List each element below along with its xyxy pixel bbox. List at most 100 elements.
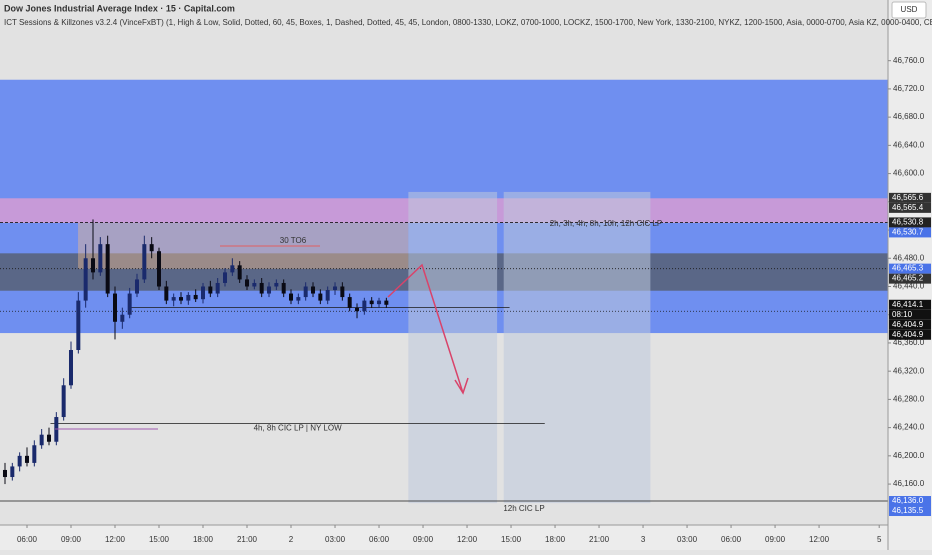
- candle-body: [112, 293, 117, 322]
- x-tick-label: 06:00: [369, 535, 390, 544]
- candle-body: [377, 300, 382, 305]
- y-tick-label: 46,760.0: [893, 56, 925, 65]
- candle-body: [186, 294, 191, 301]
- candle-body: [149, 244, 154, 252]
- price-tag: [889, 202, 931, 213]
- x-tick-label: 09:00: [413, 535, 434, 544]
- price-tag-label: 46,565.4: [892, 203, 924, 212]
- x-tick-label: 03:00: [325, 535, 346, 544]
- x-tick-label: 06:00: [721, 535, 742, 544]
- price-tag: [889, 263, 931, 274]
- price-tag-label: 46,404.9: [892, 320, 924, 329]
- candle-body: [179, 297, 184, 301]
- time-axis: [0, 525, 888, 550]
- price-tag-label: 46,135.5: [892, 506, 924, 515]
- currency: USD: [901, 5, 918, 14]
- price-tag-label: 46,565.6: [892, 193, 924, 202]
- candle-body: [142, 244, 147, 280]
- y-tick-label: 46,200.0: [893, 451, 925, 460]
- candle-body: [296, 297, 301, 301]
- x-tick-label: 12:00: [105, 535, 126, 544]
- x-tick-label: 15:00: [501, 535, 522, 544]
- x-tick-label: 18:00: [193, 535, 214, 544]
- currency-badge[interactable]: [891, 1, 927, 19]
- countdown-tag: [889, 309, 931, 320]
- candle-body: [311, 286, 316, 294]
- x-tick-label: 15:00: [149, 535, 170, 544]
- candle-body: [39, 434, 44, 446]
- x-tick-label: 09:00: [61, 535, 82, 544]
- x-tick-label: 12:00: [809, 535, 830, 544]
- price-tag: [889, 273, 931, 284]
- x-tick-label: 18:00: [545, 535, 566, 544]
- candle-body: [318, 293, 323, 301]
- candle-body: [171, 297, 176, 301]
- candle-body: [274, 282, 279, 287]
- y-tick-label: 46,720.0: [893, 84, 925, 93]
- x-tick-label: 2: [289, 535, 294, 544]
- price-tag-label: 46,465.2: [892, 274, 924, 283]
- candle-body: [157, 251, 162, 287]
- annotation: 2h, 3h, 4h, 8h, 10h, 12h CIC LP: [550, 219, 663, 228]
- chart-title: Dow Jones Industrial Average Index · 15 …: [4, 3, 235, 13]
- price-tag: [889, 496, 931, 507]
- candle-body: [215, 282, 220, 294]
- y-tick-label: 46,680.0: [893, 112, 925, 121]
- candle-body: [46, 434, 51, 442]
- price-tag: [889, 319, 931, 330]
- x-tick-label: 06:00: [17, 535, 38, 544]
- candle-body: [105, 244, 110, 294]
- price-tag-label: 46,465.3: [892, 264, 924, 273]
- annotation: 30 TO6: [280, 236, 307, 245]
- candle-body: [32, 445, 37, 463]
- candle-body: [98, 244, 103, 273]
- candle-body: [61, 385, 66, 418]
- price-tag: [889, 506, 931, 517]
- candle-body: [362, 300, 367, 312]
- candle-body: [281, 282, 286, 294]
- price-tag: [889, 217, 931, 228]
- y-tick-label: 46,320.0: [893, 366, 925, 375]
- x-tick-label: 5: [877, 535, 882, 544]
- candle-body: [208, 286, 213, 294]
- candle-body: [303, 286, 308, 298]
- candle-body: [252, 282, 257, 287]
- price-tag-label: 46,530.8: [892, 218, 924, 227]
- indicator-label: ICT Sessions & Killzones v3.2.4 (VinceFx…: [4, 18, 932, 27]
- x-tick-label: 03:00: [677, 535, 698, 544]
- candle-body: [68, 350, 73, 386]
- price-tag-label: 46,414.1: [892, 300, 924, 309]
- y-tick-label: 46,240.0: [893, 423, 925, 432]
- candle-body: [237, 265, 242, 280]
- x-tick-label: 21:00: [589, 535, 610, 544]
- candle-body: [384, 300, 389, 305]
- candle-body: [2, 469, 7, 478]
- candle-body: [24, 455, 29, 463]
- box: [503, 191, 651, 504]
- y-tick-label: 46,480.0: [893, 253, 925, 262]
- candle-body: [83, 258, 88, 301]
- price-tag: [889, 299, 931, 310]
- y-tick-label: 46,640.0: [893, 140, 925, 149]
- price-tag-label: 46,404.9: [892, 330, 924, 339]
- candle-body: [333, 286, 338, 291]
- candle-body: [230, 265, 235, 273]
- candle-body: [347, 297, 352, 308]
- x-tick-label: 12:00: [457, 535, 478, 544]
- y-tick-label: 46,360.0: [893, 338, 925, 347]
- candle-body: [289, 293, 294, 301]
- countdown: 08:10: [892, 310, 913, 319]
- price-tag: [889, 192, 931, 203]
- candle-body: [17, 455, 22, 467]
- box: [408, 191, 498, 504]
- x-tick-label: 21:00: [237, 535, 258, 544]
- y-tick-label: 46,280.0: [893, 395, 925, 404]
- candle-body: [120, 314, 125, 322]
- price-tag-label: 46,530.7: [892, 228, 924, 237]
- candle-body: [193, 294, 198, 300]
- price-tag-label: 46,136.0: [892, 496, 924, 505]
- candle-body: [10, 466, 15, 478]
- candle-body: [245, 279, 250, 287]
